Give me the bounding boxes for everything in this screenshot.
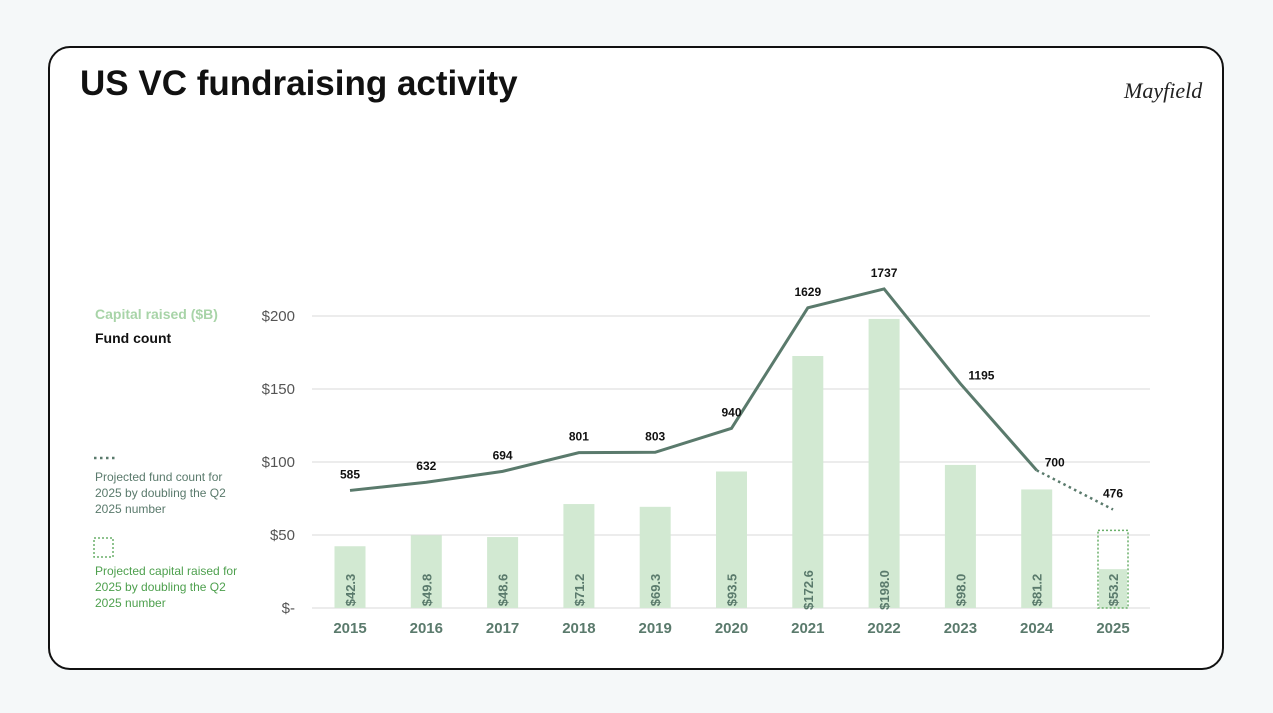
x-tick-label: 2022 xyxy=(867,620,900,637)
bar xyxy=(639,506,671,608)
bar-value-label: $42.3 xyxy=(343,574,358,607)
legend-count: Fund count xyxy=(95,330,172,346)
bar xyxy=(868,318,900,608)
bar-projected xyxy=(1097,529,1129,609)
x-tick-label: 2024 xyxy=(1020,620,1054,637)
legend-capital: Capital raised ($B) xyxy=(95,306,218,322)
y-tick-label: $- xyxy=(282,600,295,617)
x-tick-label: 2019 xyxy=(639,620,672,637)
x-tick-label: 2023 xyxy=(944,620,977,637)
bar-value-label: $98.0 xyxy=(953,574,968,607)
legend-dotted-box xyxy=(93,537,114,558)
bar-value-label: $93.5 xyxy=(725,574,740,607)
line-value-label: 632 xyxy=(416,459,436,473)
bar-value-label: $69.3 xyxy=(648,574,663,607)
line-value-label: 694 xyxy=(493,448,513,462)
x-tick-label: 2017 xyxy=(486,620,519,637)
line-value-label: 1737 xyxy=(871,266,898,280)
bar-value-label: $49.8 xyxy=(419,574,434,607)
line-value-label: 940 xyxy=(721,405,741,419)
x-tick-label: 2018 xyxy=(562,620,595,637)
bar-value-label: $198.0 xyxy=(877,570,892,610)
bar xyxy=(1021,489,1053,608)
bar-value-label: $48.6 xyxy=(496,574,511,607)
bar xyxy=(563,504,595,608)
bar xyxy=(716,471,747,608)
bar-value-label: $172.6 xyxy=(801,570,816,610)
x-tick-label: 2025 xyxy=(1096,620,1129,637)
note-count: Projected fund count for 2025 by doublin… xyxy=(95,470,226,516)
line xyxy=(349,287,1038,492)
bar xyxy=(487,537,519,608)
line-value-label: 585 xyxy=(340,467,360,481)
bar xyxy=(792,356,824,608)
logo: Mayfield xyxy=(1124,78,1203,103)
line-value-label: 801 xyxy=(569,430,589,444)
bar xyxy=(410,535,442,608)
y-tick-label: $150 xyxy=(262,381,295,398)
x-tick-label: 2016 xyxy=(410,620,443,637)
title: US VC fundraising activity xyxy=(80,64,518,103)
line-value-label: 803 xyxy=(645,429,665,443)
line-value-label: 476 xyxy=(1103,487,1123,501)
x-tick-label: 2020 xyxy=(715,620,748,637)
y-tick-label: $200 xyxy=(262,308,295,325)
line-value-label: 1195 xyxy=(968,369,994,383)
line-value-label: 1629 xyxy=(794,285,821,299)
bar-value-label: $71.2 xyxy=(572,574,587,607)
y-tick-label: $100 xyxy=(262,454,295,471)
bar xyxy=(944,464,976,608)
bar-q2 xyxy=(1099,569,1127,608)
line-value-label: 700 xyxy=(1045,455,1065,469)
note-capital: Projected capital raised for 2025 by dou… xyxy=(95,564,238,610)
line-projected xyxy=(1036,469,1114,511)
bar-value-label: $81.2 xyxy=(1030,574,1045,607)
y-tick-label: $50 xyxy=(270,527,295,544)
bar xyxy=(334,546,366,608)
x-tick-label: 2021 xyxy=(791,620,824,637)
x-tick-label: 2015 xyxy=(333,620,366,637)
bar-value-label: $53.2 xyxy=(1106,574,1121,607)
